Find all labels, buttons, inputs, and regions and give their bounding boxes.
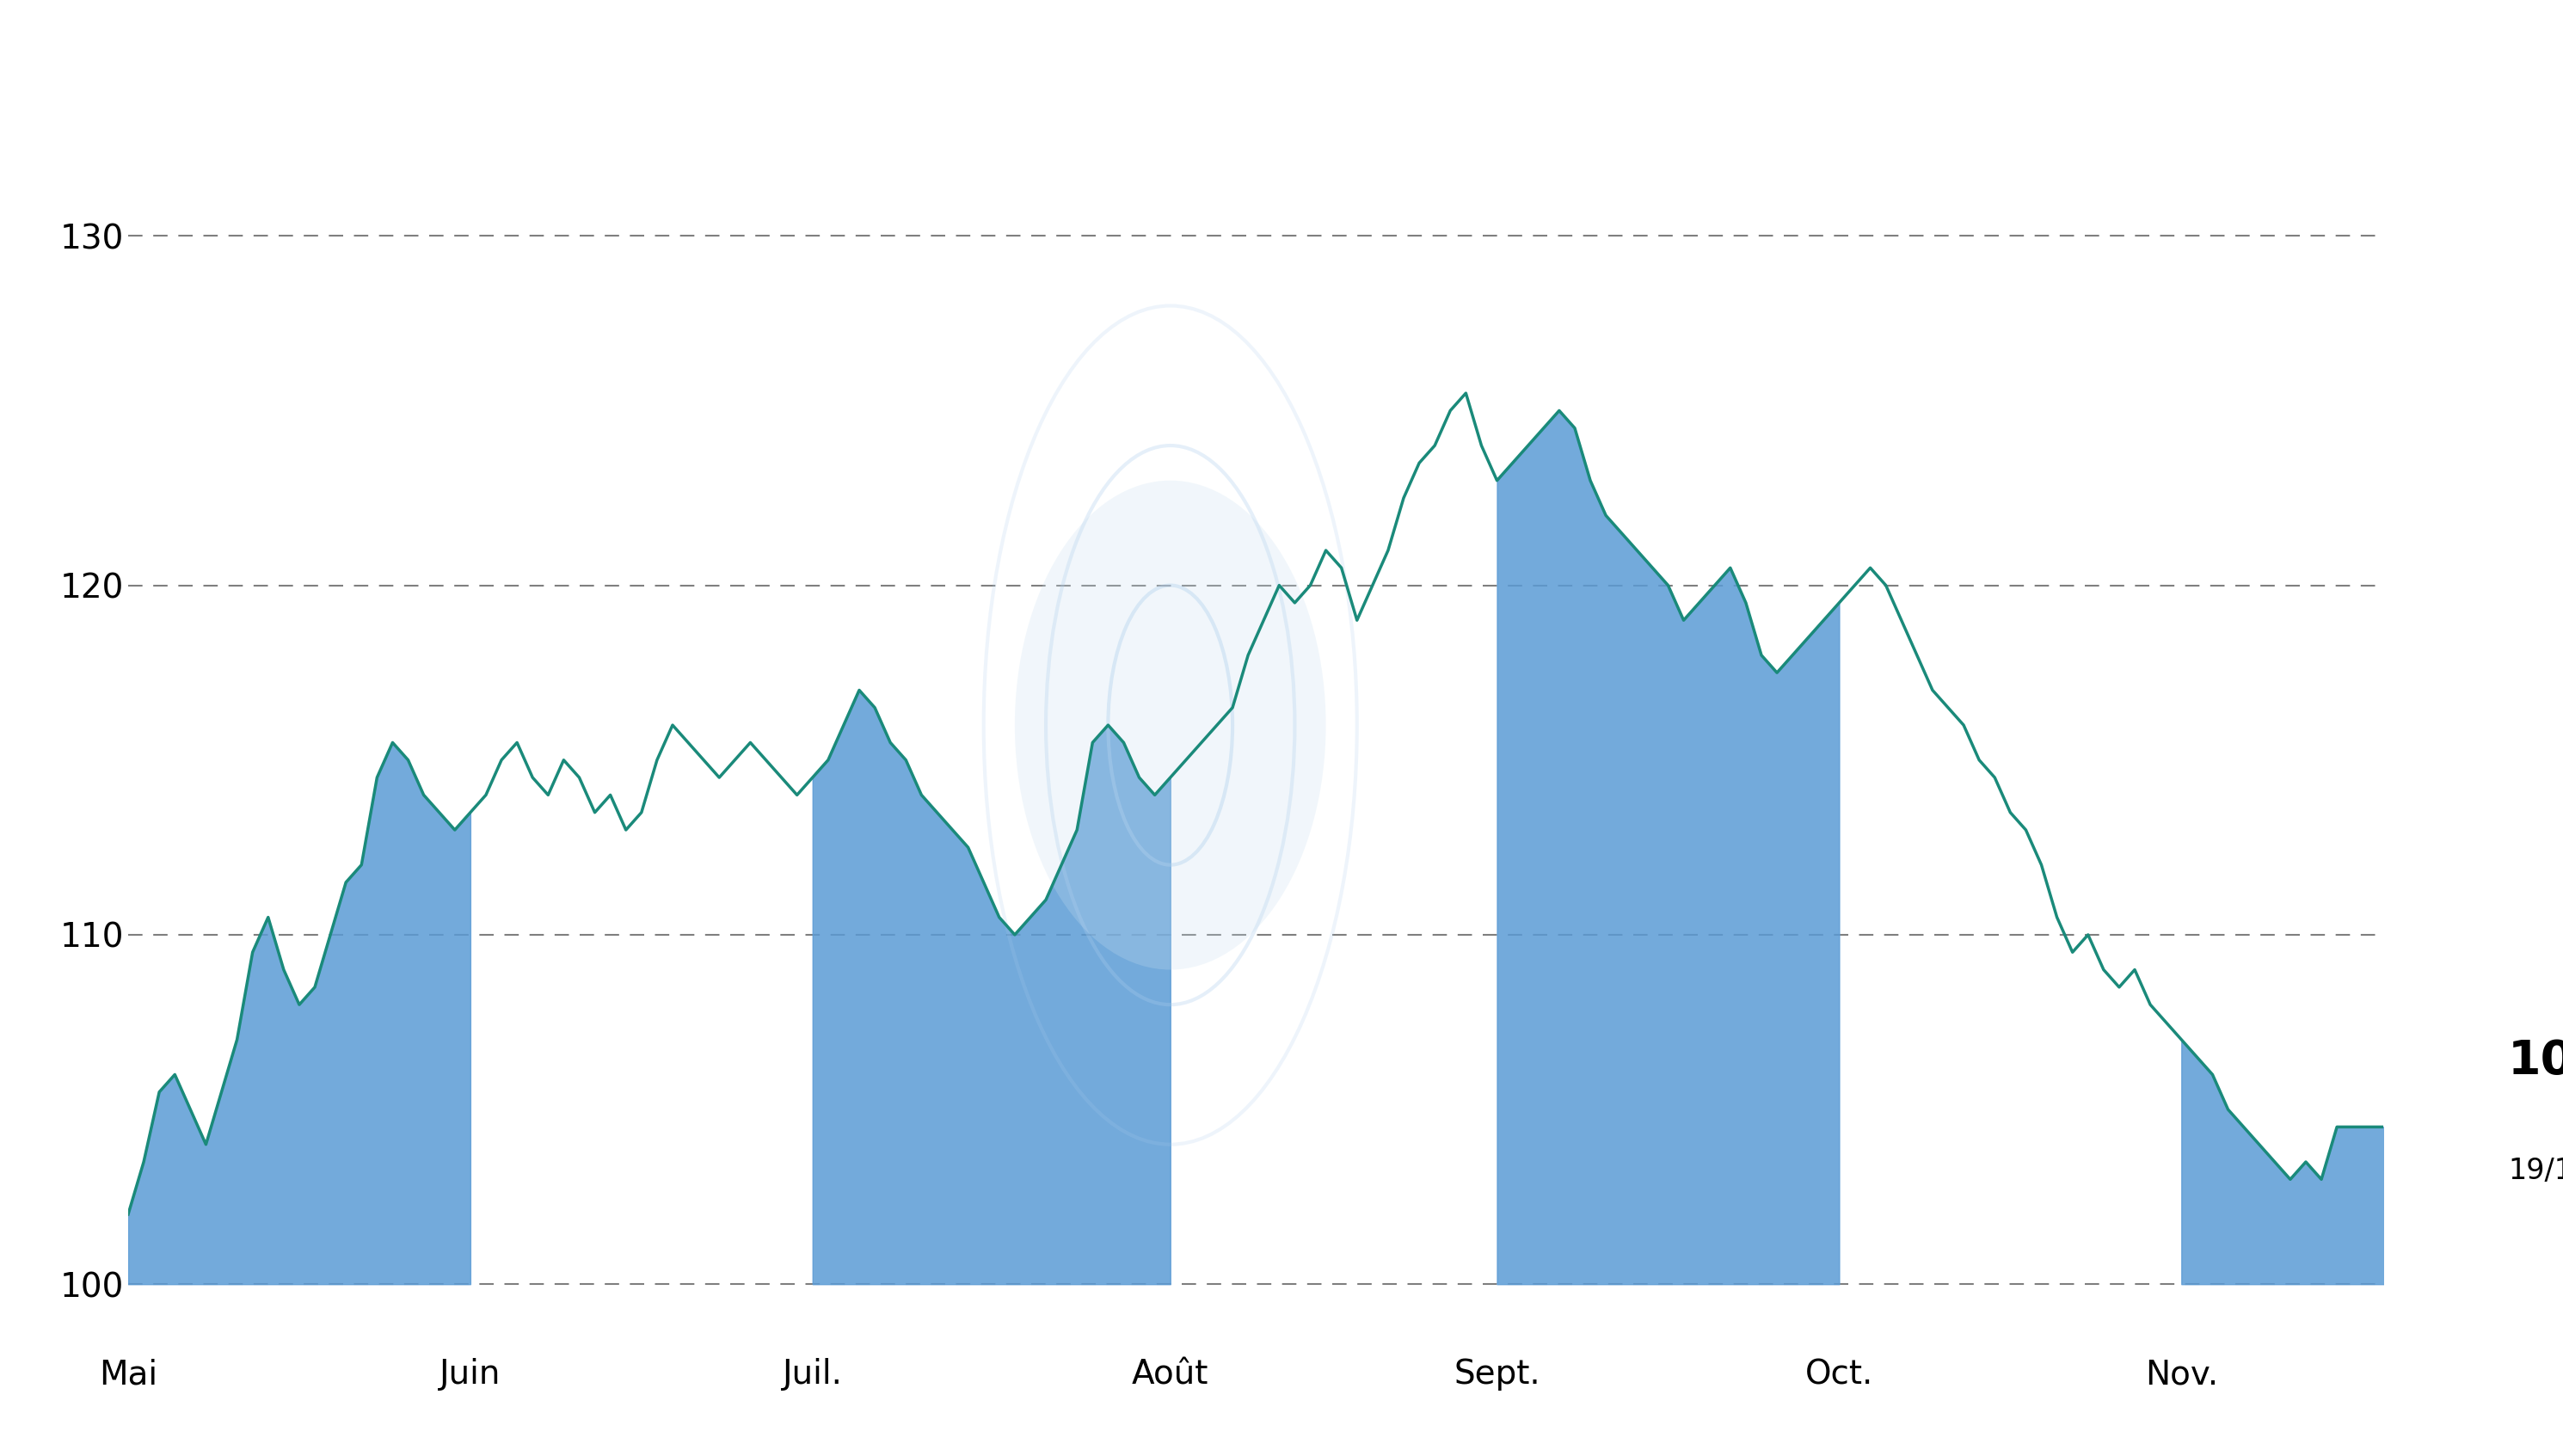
- Text: 104,50: 104,50: [2509, 1038, 2563, 1085]
- Text: Symrise AG: Symrise AG: [1082, 42, 1481, 102]
- Ellipse shape: [1015, 480, 1325, 970]
- Text: 19/11: 19/11: [2509, 1158, 2563, 1185]
